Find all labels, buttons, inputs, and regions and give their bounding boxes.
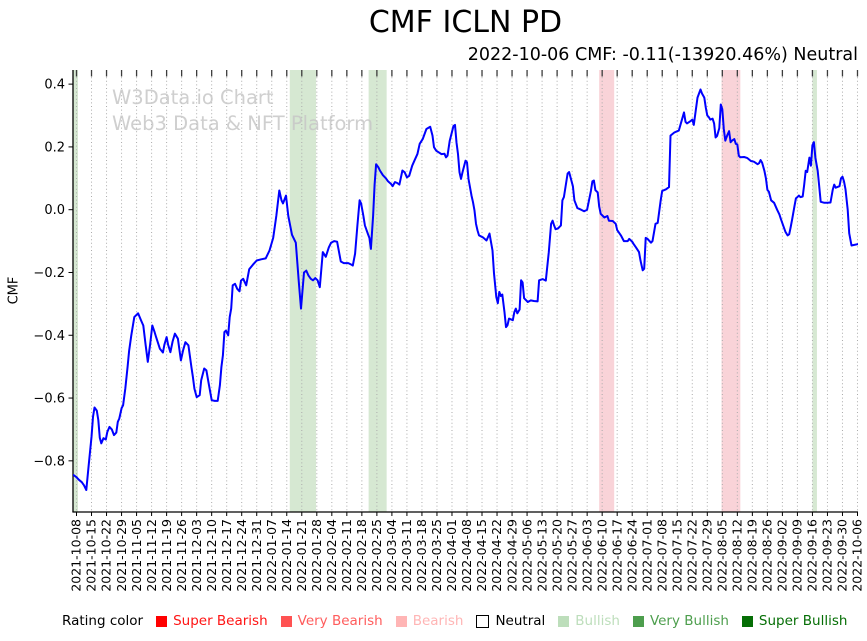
legend-item-very-bearish: Very Bearish (280, 613, 383, 629)
x-tick-label: 2021-10-29 (114, 519, 129, 592)
rating-band-bearish (599, 70, 615, 512)
legend-items: Super Bearish Very Bearish Bearish Neutral B… (156, 613, 847, 629)
rating-band-bullish (368, 70, 387, 512)
x-tick-label: 2022-06-10 (594, 519, 609, 592)
x-tick-label: 2022-06-24 (624, 519, 639, 592)
x-tick-label: 2022-06-03 (579, 519, 594, 592)
chart-subtitle: 2022-10-06 CMF: -0.11(-13920.46%) Neutra… (467, 45, 858, 65)
legend-label-very-bearish: Very Bearish (297, 613, 383, 629)
x-tick-label: 2021-12-31 (249, 519, 264, 592)
x-tick-label: 2022-09-23 (820, 519, 835, 592)
legend-label-neutral: Neutral (495, 613, 546, 629)
x-tick-label: 2022-04-08 (459, 519, 474, 592)
legend-label-super-bullish: Super Bullish (758, 613, 848, 629)
x-tick-label: 2022-08-05 (715, 519, 730, 592)
y-tick-label: 0.4 (44, 78, 65, 93)
x-tick-label: 2022-09-16 (805, 519, 820, 592)
x-tick-label: 2022-08-12 (730, 519, 745, 592)
legend-item-very-bullish: Very Bullish (632, 613, 729, 629)
legend-swatch-bullish (558, 615, 570, 627)
x-tick-label: 2022-09-09 (790, 519, 805, 592)
x-tick-label: 2022-08-26 (760, 519, 775, 592)
x-tick-label: 2021-12-10 (204, 519, 219, 592)
x-tick-label: 2021-11-05 (129, 519, 144, 592)
x-tick-label: 2022-05-06 (519, 519, 534, 592)
x-tick-label: 2022-05-20 (549, 519, 564, 592)
legend-item-bullish: Bullish (558, 613, 620, 629)
x-tick-label: 2021-11-26 (174, 519, 189, 592)
x-tick-label: 2022-07-15 (669, 519, 684, 592)
y-tick-label: −0.2 (33, 266, 65, 281)
y-axis-label: CMF (6, 276, 22, 305)
x-tick-label: 2022-02-04 (324, 519, 339, 592)
rating-band-bullish (812, 70, 817, 512)
x-tick-label: 2021-12-24 (234, 519, 249, 592)
x-tick-label: 2022-02-25 (369, 519, 384, 592)
x-tick-label: 2021-10-08 (69, 519, 84, 592)
x-tick-label: 2022-04-15 (474, 519, 489, 592)
x-tick-label: 2022-02-18 (354, 519, 369, 592)
x-tick-label: 2022-01-07 (264, 519, 279, 592)
rating-legend: Rating color Super Bearish Very Bearish Be… (62, 613, 847, 629)
x-tick-label: 2022-10-06 (850, 519, 865, 592)
legend-item-bearish: Bearish (395, 613, 464, 629)
legend-swatch-super-bearish (156, 615, 168, 627)
x-tick-label: 2022-04-22 (489, 519, 504, 592)
x-tick-label: 2021-12-03 (189, 519, 204, 592)
page-title: CMF ICLN PD (368, 5, 563, 40)
y-tick-label: 0.2 (44, 140, 65, 155)
x-tick-label: 2022-05-13 (534, 519, 549, 592)
x-tick-label: 2022-03-25 (429, 519, 444, 592)
x-tick-label: 2022-01-28 (309, 519, 324, 592)
x-tick-label: 2021-10-22 (99, 519, 114, 592)
x-tick-label: 2022-04-01 (444, 519, 459, 592)
x-tick-label: 2022-09-30 (835, 519, 850, 592)
y-tick-label: −0.8 (33, 454, 65, 469)
x-tick-label: 2022-07-08 (654, 519, 669, 592)
x-tick-label: 2022-09-02 (775, 519, 790, 592)
x-tick-label: 2021-11-19 (159, 519, 174, 592)
legend-swatch-very-bullish (632, 615, 644, 627)
x-tick-label: 2022-03-18 (414, 519, 429, 592)
rating-band-bullish (73, 70, 79, 512)
x-tick-label: 2022-01-21 (294, 519, 309, 592)
legend-swatch-bearish (395, 615, 407, 627)
legend-item-neutral: Neutral (476, 613, 545, 629)
y-tick-label: −0.4 (33, 329, 65, 344)
x-tick-label: 2022-07-22 (684, 519, 699, 592)
x-tick-label: 2022-08-19 (745, 519, 760, 592)
x-tick-label: 2021-10-15 (84, 519, 99, 592)
legend-label-super-bearish: Super Bearish (173, 613, 268, 629)
legend-item-super-bearish: Super Bearish (156, 613, 268, 629)
rating-band-bearish (721, 70, 741, 512)
legend-label-bullish: Bullish (575, 613, 620, 629)
x-tick-label: 2022-07-01 (639, 519, 654, 592)
legend-swatch-neutral (476, 614, 490, 628)
legend-title: Rating color (62, 613, 144, 629)
y-tick-label: 0.0 (44, 203, 65, 218)
legend-swatch-very-bearish (280, 615, 292, 627)
legend-label-bearish: Bearish (412, 613, 464, 629)
x-tick-label: 2022-03-11 (399, 519, 414, 592)
x-tick-label: 2022-06-17 (609, 519, 624, 592)
x-tick-label: 2021-12-17 (219, 519, 234, 592)
y-tick-label: −0.6 (33, 392, 65, 407)
legend-item-super-bullish: Super Bullish (741, 613, 848, 629)
cmf-line (73, 88, 858, 491)
x-tick-label: 2021-11-12 (144, 519, 159, 592)
legend-label-very-bullish: Very Bullish (649, 613, 729, 629)
x-tick-label: 2022-04-29 (504, 519, 519, 592)
x-tick-label: 2022-03-04 (384, 519, 399, 592)
x-tick-label: 2022-02-11 (339, 519, 354, 592)
legend-swatch-super-bullish (741, 615, 753, 627)
x-tick-label: 2022-05-27 (564, 519, 579, 592)
cmf-line-chart: 2021-10-08 2021-10-15 2021-10-22 2021-10-29… (33, 70, 865, 592)
x-tick-label: 2022-01-14 (279, 519, 294, 592)
x-tick-label: 2022-07-29 (699, 519, 714, 592)
